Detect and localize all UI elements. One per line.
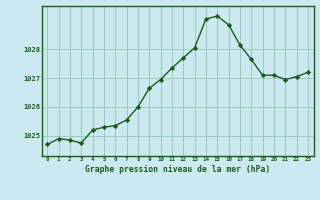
X-axis label: Graphe pression niveau de la mer (hPa): Graphe pression niveau de la mer (hPa) <box>85 165 270 174</box>
